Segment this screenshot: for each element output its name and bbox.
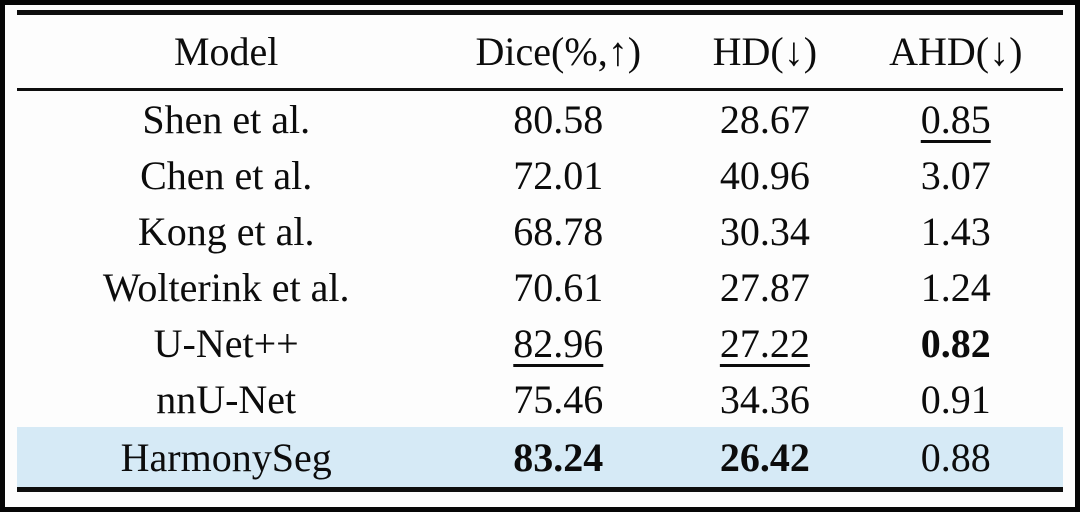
table-header-row: Model Dice(%,↑) HD(↓) AHD(↓) [17,15,1063,88]
table-row-wolterink: Wolterink et al. 70.61 27.87 1.24 [17,259,1063,315]
model-cell: Kong et al. [137,208,315,254]
table-mid-rule [17,88,1063,91]
dice-cell: 68.78 [513,208,604,254]
dice-cell: 80.58 [513,96,604,142]
column-header-model: Model [173,29,279,74]
hd-cell: 28.67 [719,96,810,142]
results-table: Model Dice(%,↑) HD(↓) AHD(↓) Shen et al.… [17,10,1063,492]
hd-cell: 34.36 [719,376,810,422]
column-header-ahd: AHD(↓) [889,29,1023,74]
dice-cell: 70.61 [513,264,604,310]
column-header-hd: HD(↓) [712,29,818,74]
table-row-harmonyseg-highlighted: HarmonySeg 83.24 26.42 0.88 [17,427,1063,487]
model-cell: nnU-Net [156,376,297,422]
table-bottom-rule [17,487,1063,492]
table-row-unetpp: U-Net++ 82.96 27.22 0.82 [17,315,1063,371]
ahd-cell: 0.82 [920,320,991,366]
dice-cell: 82.96 [513,320,604,366]
model-cell: Shen et al. [142,96,311,142]
ahd-cell: 1.43 [920,208,991,254]
hd-cell: 27.22 [719,320,810,366]
dice-cell: 75.46 [513,376,604,422]
dice-cell: 83.24 [513,434,604,480]
model-cell: Chen et al. [140,152,313,198]
hd-cell: 26.42 [719,434,810,480]
ahd-cell: 0.88 [920,434,991,480]
table-row-shen: Shen et al. 80.58 28.67 0.85 [17,91,1063,147]
table-row-kong: Kong et al. 68.78 30.34 1.43 [17,203,1063,259]
dice-cell: 72.01 [513,152,604,198]
hd-cell: 27.87 [719,264,810,310]
table-top-rule [17,10,1063,15]
hd-cell: 40.96 [719,152,810,198]
model-cell: U-Net++ [153,320,299,366]
column-header-dice: Dice(%,↑) [475,29,642,74]
hd-cell: 30.34 [719,208,810,254]
table-row-chen: Chen et al. 72.01 40.96 3.07 [17,147,1063,203]
ahd-cell: 0.85 [920,96,991,142]
ahd-cell: 1.24 [920,264,991,310]
model-cell: HarmonySeg [120,434,332,480]
table-row-nnunet: nnU-Net 75.46 34.36 0.91 [17,371,1063,427]
model-cell: Wolterink et al. [102,264,350,310]
ahd-cell: 0.91 [920,376,991,422]
ahd-cell: 3.07 [920,152,991,198]
